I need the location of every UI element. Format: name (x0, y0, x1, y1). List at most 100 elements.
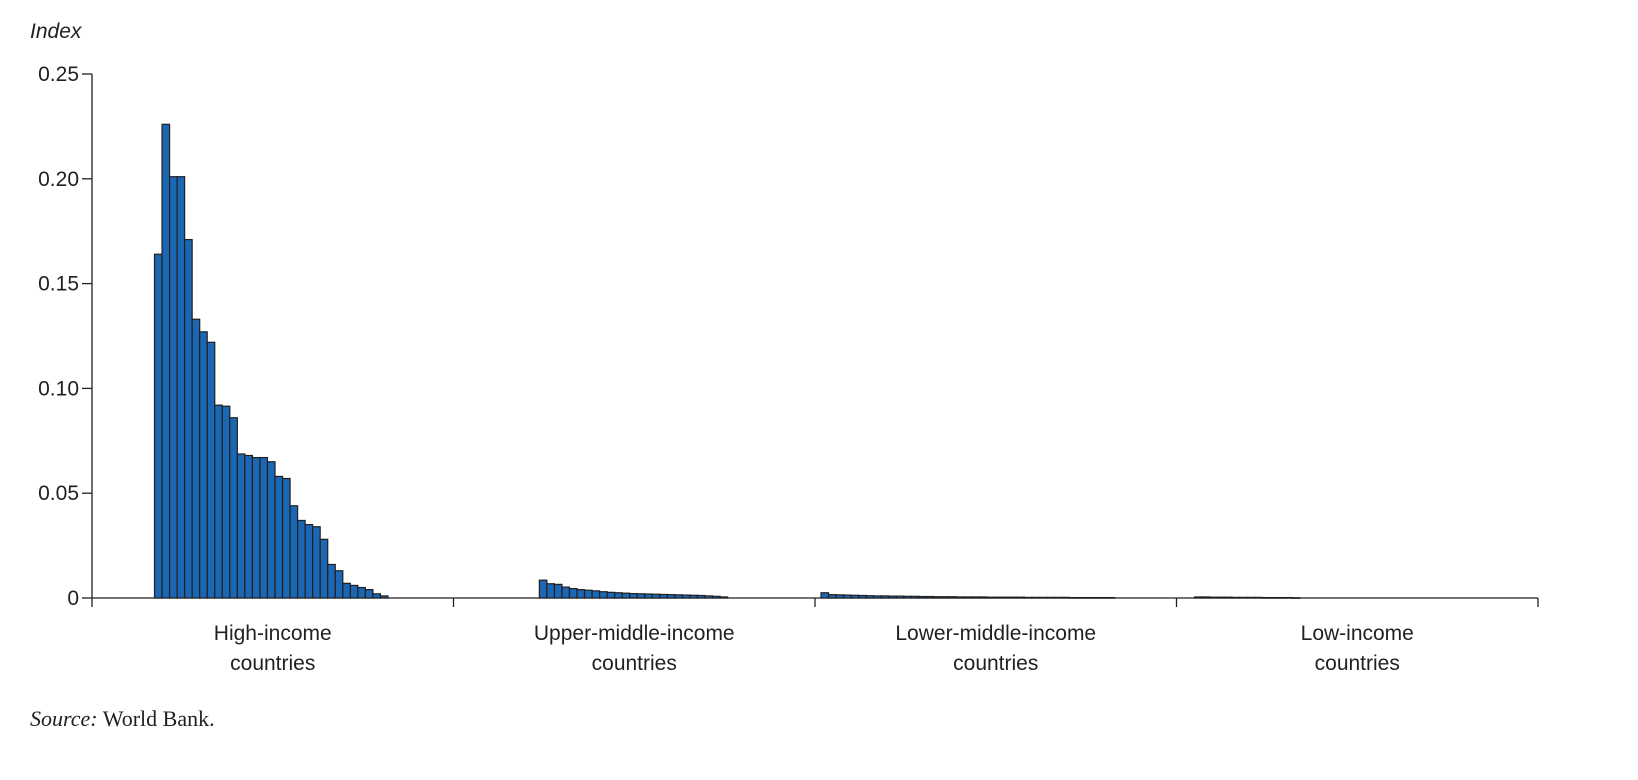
bar (993, 596, 1003, 599)
bar (1284, 596, 1294, 599)
y-tick-label: 0.10 (38, 377, 79, 400)
bar (349, 584, 359, 599)
bar (1084, 596, 1093, 599)
bar (236, 453, 246, 599)
bar (986, 596, 995, 599)
bar (168, 176, 178, 599)
bar (1068, 596, 1078, 599)
bar (955, 596, 965, 599)
bar (689, 594, 699, 599)
bar (659, 593, 668, 599)
bar (711, 595, 721, 599)
bar (629, 592, 638, 599)
bar (850, 594, 860, 599)
bar (251, 456, 261, 599)
bar (1038, 596, 1048, 599)
bar (379, 595, 389, 599)
bar (591, 590, 601, 599)
bar (583, 589, 593, 599)
bar (843, 594, 852, 599)
bar (1254, 596, 1263, 599)
bar (538, 579, 548, 599)
bar (1001, 596, 1010, 599)
y-tick-label: 0 (67, 587, 79, 610)
bar (372, 593, 382, 599)
bar (1061, 596, 1071, 599)
x-group-label-line2: countries (230, 652, 315, 675)
bar (176, 176, 186, 599)
bar (827, 594, 837, 599)
bar (858, 594, 867, 599)
bar (357, 586, 366, 599)
bar (1099, 596, 1108, 599)
bar (568, 587, 578, 599)
bar (266, 461, 276, 599)
y-axis-title: Index (30, 20, 82, 43)
bar (561, 586, 571, 599)
bar (546, 583, 556, 599)
bar (334, 570, 344, 599)
bar (666, 594, 676, 599)
bar (221, 405, 231, 599)
bar (281, 477, 291, 599)
bar (259, 456, 269, 599)
bar (206, 341, 216, 599)
bar (873, 595, 882, 599)
bar (644, 593, 653, 599)
y-tick-label: 0.15 (38, 273, 79, 296)
source-label: Source: (30, 706, 98, 731)
bar (364, 589, 374, 599)
bar (1023, 596, 1033, 599)
bar (978, 596, 988, 599)
bar (940, 596, 950, 599)
bar (651, 593, 661, 599)
bar (1209, 596, 1218, 599)
bar (1261, 596, 1271, 599)
bar (971, 596, 980, 599)
bar (1053, 596, 1063, 599)
bar (199, 331, 208, 599)
bar (1224, 596, 1233, 599)
bar (948, 596, 958, 599)
y-tick-label: 0.25 (38, 63, 79, 86)
bar (865, 595, 875, 599)
bar (191, 318, 201, 599)
bar (835, 594, 845, 599)
bar (820, 592, 830, 599)
bar (606, 591, 616, 599)
bar (925, 595, 935, 599)
bar (1231, 596, 1241, 599)
bar (1201, 596, 1211, 599)
bar (312, 526, 321, 599)
bar (274, 475, 284, 599)
source-text: World Bank. (97, 706, 215, 731)
bar (553, 583, 563, 599)
bar (880, 595, 890, 599)
x-group-label-line2: countries (953, 652, 1038, 675)
x-group-label-line1: Low-income (1301, 622, 1414, 645)
bar (696, 594, 706, 599)
bar (1016, 596, 1025, 599)
bar (1106, 596, 1116, 599)
bar (704, 595, 714, 599)
bar (681, 594, 691, 599)
bar (1269, 596, 1279, 599)
bar (1091, 596, 1101, 599)
bar (674, 594, 684, 599)
x-group-label-line1: Upper-middle-income (534, 622, 735, 645)
bar (576, 589, 586, 599)
bar (214, 404, 223, 599)
bar (910, 595, 920, 599)
bar (895, 595, 905, 599)
bar (297, 519, 306, 599)
bar (1008, 596, 1018, 599)
bar (1216, 596, 1226, 599)
bar (1076, 596, 1086, 599)
bar (903, 595, 913, 599)
x-group-label-line1: High-income (214, 622, 332, 645)
bar (153, 253, 163, 599)
bar (1239, 596, 1248, 599)
bar (229, 417, 238, 599)
x-group-label-line2: countries (592, 652, 677, 675)
